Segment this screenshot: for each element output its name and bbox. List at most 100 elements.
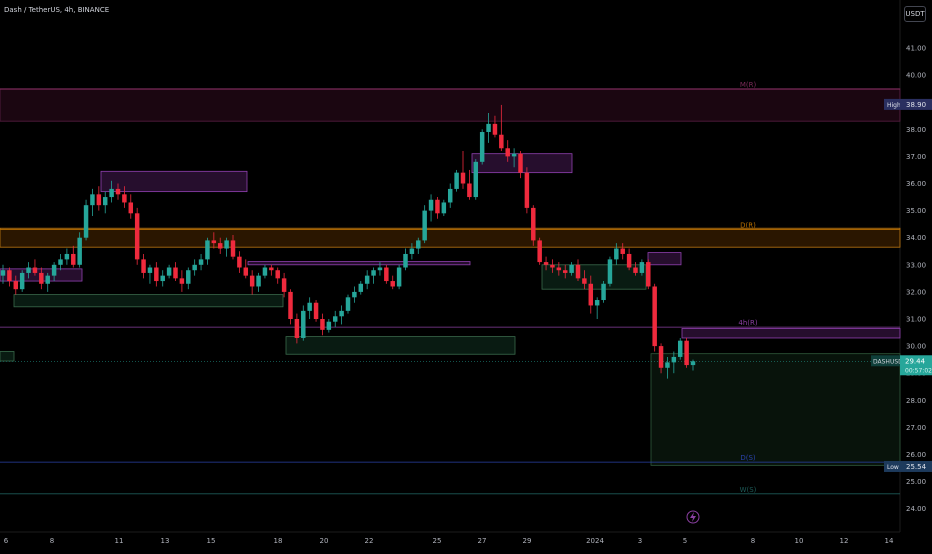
time-tick-label: 29	[523, 537, 532, 545]
time-tick-label: 27	[478, 537, 487, 545]
candle	[186, 267, 191, 290]
candle-body	[115, 188, 121, 195]
candle-body	[0, 270, 6, 276]
candle-body	[32, 267, 38, 273]
candle-body	[371, 270, 376, 276]
candle	[262, 264, 268, 279]
candle-body	[473, 161, 479, 198]
candle	[658, 343, 664, 374]
candle-body	[352, 291, 357, 298]
candle	[237, 251, 242, 273]
candle-body	[556, 267, 562, 271]
price-tick-label: 26.00	[906, 451, 926, 459]
time-tick-label: 3	[638, 537, 642, 545]
candle-body	[160, 275, 165, 282]
level-label-0: M(R)	[740, 81, 757, 89]
countdown-label: 00:57:02	[905, 367, 932, 374]
candle-body	[652, 286, 657, 347]
candle-body	[569, 264, 574, 273]
candle-body	[505, 148, 510, 157]
candle-body	[211, 240, 217, 244]
candle	[102, 191, 108, 214]
candle	[550, 259, 555, 273]
candle	[71, 245, 76, 268]
candle	[51, 262, 57, 282]
candle-body	[339, 310, 344, 317]
candle	[518, 150, 523, 179]
candle	[371, 267, 376, 284]
candle	[90, 188, 95, 217]
price-tick-label: 36.00	[906, 180, 926, 188]
candle	[467, 169, 472, 200]
candle-body	[562, 270, 568, 273]
candle-body	[90, 194, 95, 206]
candle	[32, 259, 38, 276]
candle	[428, 194, 434, 222]
time-axis[interactable]: 6 8 11 13 15 18 20 22 25 27 29 2024 3 5 8 10 12 14	[4, 537, 894, 545]
candle-body	[607, 259, 613, 284]
zones-layer	[0, 0, 901, 533]
candle	[58, 253, 63, 271]
candle-body	[499, 134, 504, 149]
candle	[626, 248, 632, 271]
candle-body	[39, 272, 44, 284]
price-tick-label: 25.00	[906, 478, 926, 486]
candle	[160, 270, 165, 287]
candle	[588, 275, 594, 314]
candle	[454, 169, 459, 192]
time-tick-label: 15	[207, 537, 216, 545]
price-tick-label: 31.00	[906, 316, 926, 324]
candle-body	[332, 316, 338, 322]
candle-body	[428, 199, 434, 211]
lightning-icon[interactable]	[686, 510, 700, 524]
currency-button[interactable]: USDT	[904, 6, 926, 22]
candle	[19, 270, 25, 292]
candle-body	[422, 210, 427, 241]
levels-layer: M(R) D(R) 4h(R) D(S) W(S)	[0, 81, 900, 495]
candle	[594, 297, 600, 319]
candle	[652, 283, 657, 352]
time-tick-label: 2024	[586, 537, 604, 545]
candle	[179, 270, 185, 292]
candle-body	[237, 256, 242, 268]
candle	[473, 159, 479, 200]
candle	[582, 270, 587, 290]
candle	[575, 259, 581, 282]
candle	[639, 259, 645, 276]
candle-body	[409, 248, 415, 254]
time-tick-label: 22	[365, 537, 374, 545]
candle	[205, 237, 210, 265]
candle	[435, 197, 440, 219]
candle	[154, 262, 159, 287]
candle	[505, 140, 510, 162]
candle-body	[275, 270, 280, 279]
candle	[524, 167, 530, 214]
price-tick-label: 27.00	[906, 424, 926, 432]
candle-body	[307, 302, 312, 311]
candle-body	[441, 202, 447, 214]
marker-price-badge-2	[900, 460, 932, 472]
candle-body	[256, 275, 261, 287]
price-axis[interactable]: 24.0025.0026.0027.0028.0029.0030.0031.00…	[906, 45, 926, 514]
candle-body	[626, 253, 632, 268]
candle	[192, 259, 197, 276]
candle-body	[294, 319, 300, 338]
candle-body	[588, 283, 594, 306]
symbol-badge-label: DASHUSDT	[873, 358, 907, 365]
price-tick-label: 32.00	[906, 288, 926, 296]
candle	[569, 262, 574, 276]
candle-body	[543, 262, 549, 265]
candle-body	[416, 240, 421, 249]
candle	[492, 115, 498, 138]
candle	[217, 237, 223, 254]
candle	[543, 256, 549, 271]
current-price-badge	[900, 355, 932, 376]
level-label-2: 4h(R)	[738, 319, 757, 327]
candle	[7, 267, 12, 287]
candle-body	[364, 275, 370, 284]
current-price-value: 29.44	[905, 357, 926, 365]
time-tick-label: 8	[751, 537, 755, 545]
zone-demand-9	[285, 336, 516, 355]
